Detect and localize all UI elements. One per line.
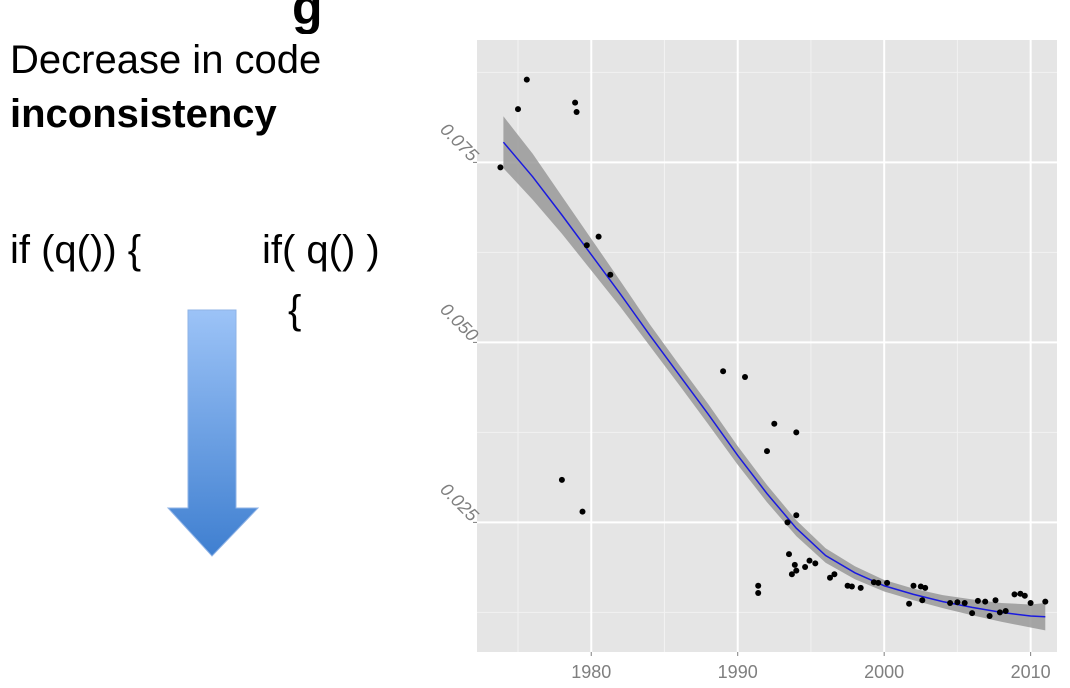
data-point [848,583,855,590]
x-tick-label: 2000 [864,662,904,682]
slide-title-clip: g [0,0,560,34]
data-point [791,561,798,568]
data-point [986,613,993,619]
data-point [954,599,961,606]
x-tick-label: 1980 [571,662,611,682]
data-point [607,271,614,278]
grid-major [477,40,1057,652]
code-after-example-line-1: if( q() ) [262,228,380,272]
y-tick-label: 0.025 [436,479,483,526]
data-point [1021,592,1028,599]
data-point [910,582,917,589]
data-point [996,609,1003,616]
y-tick-label: 0.075 [436,119,483,166]
slide-title: g [292,0,323,34]
data-point [870,579,877,586]
data-point [831,571,838,578]
code-before-example: if (q()) { [10,228,142,272]
data-point [806,557,813,564]
down-arrow-shape [166,309,260,557]
data-point [793,512,800,519]
heading-line-2: inconsistency [10,92,277,136]
data-point [573,109,580,115]
data-point [1002,608,1009,614]
x-tick-label: 1990 [718,662,758,682]
data-point [579,508,586,515]
heading-line-1: Decrease in code [10,38,322,82]
data-point [583,242,590,249]
data-point [1042,598,1049,605]
y-axis-ticks: 0.025 0.050 0.075 [436,119,483,526]
data-point [1027,600,1034,606]
data-point [784,519,791,526]
plot-panel [477,40,1057,652]
scatter-chart: 1980 1990 2000 2010 0.025 0.050 0.075 [436,40,1057,682]
down-arrow-icon [166,309,260,557]
data-point [786,551,792,558]
data-points [497,76,1049,619]
data-point [771,420,778,427]
data-point [875,579,882,586]
data-point [497,164,504,171]
data-point [595,233,602,240]
data-point [572,99,579,106]
data-point [558,476,565,483]
trend-line [502,141,1046,618]
data-point [523,76,530,83]
data-point [742,374,748,380]
data-point [947,600,954,606]
data-point [764,448,770,455]
data-point [884,579,891,586]
data-point [755,582,762,589]
x-axis-ticks: 1980 1990 2000 2010 [571,652,1051,682]
data-point [515,106,521,113]
data-point [793,429,800,436]
data-point [974,597,981,604]
data-point [919,597,926,604]
data-point [755,590,762,596]
data-point [982,598,989,605]
code-after-example-line-2: { [288,288,302,332]
grid-minor [477,40,1057,652]
data-point [802,564,809,570]
data-point [793,567,800,574]
data-point [812,560,819,567]
data-point [857,584,864,591]
data-point [827,574,833,581]
data-point [1011,591,1018,598]
data-point [992,597,999,604]
data-point [922,584,929,591]
data-point [720,368,727,375]
x-tick-label: 2010 [1011,662,1051,682]
data-point [961,600,968,606]
data-point [788,571,795,578]
data-point [906,600,913,607]
y-tick-label: 0.050 [436,299,482,345]
data-point [969,610,976,617]
